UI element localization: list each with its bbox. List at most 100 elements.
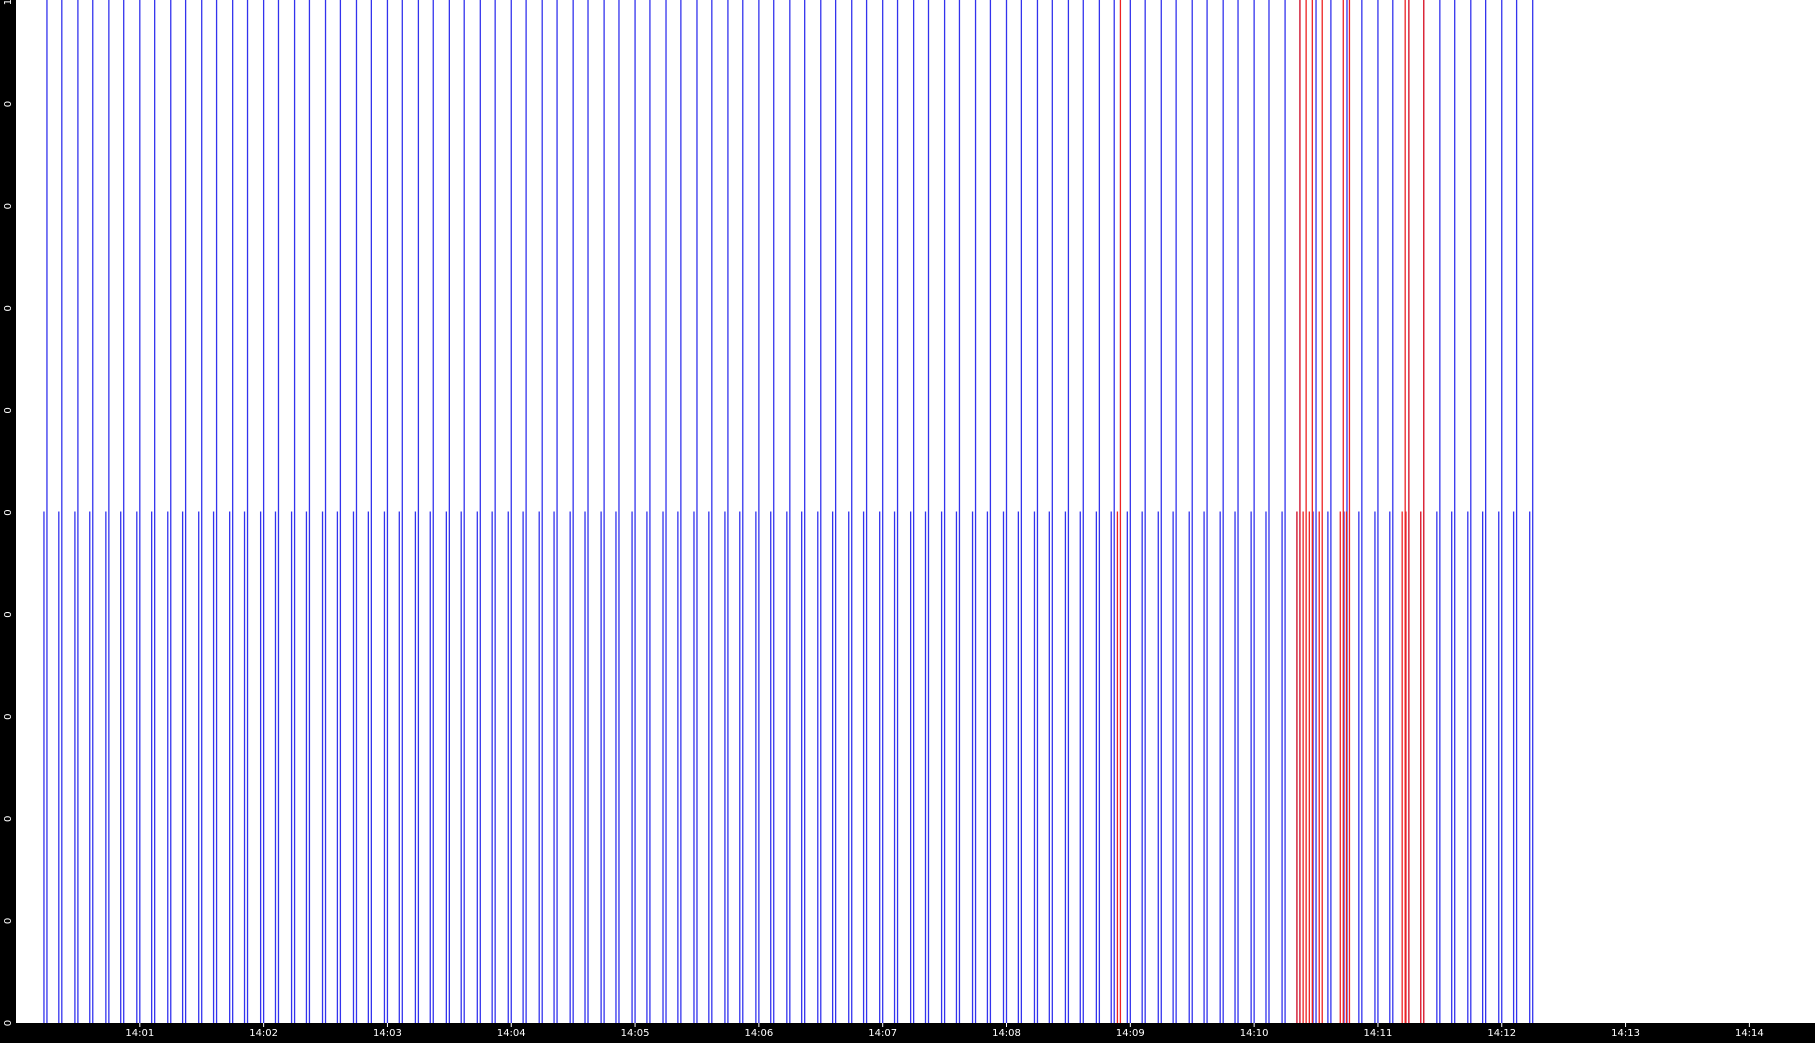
pulse-mark [321,0,327,1023]
pulse-mark [1451,0,1456,1023]
alert-pulse-mark [1401,0,1406,1023]
alert-pulse-mark [1308,0,1313,1023]
pulse-mark [986,0,992,1023]
pulse-mark [831,0,837,1023]
pulse-mark [862,0,868,1023]
pulse-mark [1126,0,1131,1023]
x-tick-label: 14:14 [1735,1028,1764,1039]
pulse-mark [460,0,465,1023]
pulse-mark [708,0,713,1023]
x-tick-label: 14:03 [373,1028,402,1039]
pulse-mark [1095,0,1101,1023]
pulse-mark [615,0,620,1023]
pulse-mark [445,0,450,1023]
pulse-mark [43,0,48,1023]
pulse-mark [58,0,63,1023]
pulse-mark [1389,0,1394,1023]
pulse-mark [724,0,729,1023]
pulse-mark [1250,0,1255,1023]
y-tick-label: 0 [3,101,14,107]
alert-pulse-mark [1318,0,1323,1023]
x-tick-label: 14:12 [1487,1028,1516,1039]
pulse-mark [677,0,682,1023]
pulse-mark [646,0,651,1023]
x-tick-label: 14:02 [249,1028,278,1039]
pulse-mark [136,0,141,1023]
pulse-mark [259,0,265,1023]
pulse-mark [631,0,636,1023]
x-axis: 14:01 14:02 14:03 14:04 14:05 14:06 14:07 14:08… [125,1023,1764,1039]
pulse-mark [383,0,389,1023]
pulse-mark [1048,0,1053,1023]
pulse-mark [1358,0,1363,1023]
x-tick-label: 14:07 [868,1028,897,1039]
pulse-mark [801,0,806,1023]
alert-pulse-mark [1302,0,1307,1023]
pulse-mark [476,0,481,1023]
pulse-mark [1467,0,1472,1023]
pulse-mark [1436,0,1441,1023]
pulse-mark [1203,0,1208,1023]
pulse-mark [1033,0,1039,1023]
pulse-mark [1482,0,1487,1023]
pulse-mark [755,0,760,1023]
pulse-mark [924,0,930,1023]
pulse-mark [290,0,296,1023]
y-tick-label: 1 [3,0,14,5]
pulse-mark [786,0,791,1023]
y-tick-label: 0 [3,1020,14,1026]
pulse-mark [1281,0,1286,1023]
pulse-mark [1265,0,1270,1023]
y-tick-label: 0 [3,305,14,311]
pulse-mark [181,0,187,1023]
pulse-mark [1512,0,1518,1023]
pulse-mark [817,0,822,1023]
alert-pulse-mark [1339,0,1344,1023]
pulse-mark [1002,0,1008,1023]
pulse-mark [848,0,853,1023]
pulse-mark [522,0,527,1023]
pulse-mark [971,0,977,1023]
y-tick-label: 0 [3,509,14,515]
y-tick-label: 0 [3,611,14,617]
pulse-mark [507,0,512,1023]
pulse-mark [1141,0,1146,1023]
pulse-mark [167,0,172,1023]
pulse-mark [940,0,946,1023]
pulse-mark [398,0,403,1023]
pulse-mark [1529,0,1534,1023]
pulse-mark [74,0,79,1023]
alert-pulse-mark [1405,0,1410,1023]
alert-pulse-mark [1296,0,1301,1023]
plot-background [16,0,1815,1023]
pulse-mark [491,0,496,1023]
pulse-mark [909,0,915,1023]
alert-pulse-mark [1345,0,1351,1023]
pulse-mark [569,0,574,1023]
pulse-mark [229,0,234,1023]
pulse-mark [414,0,420,1023]
x-tick-label: 14:10 [1240,1028,1269,1039]
y-tick-label: 0 [3,714,14,720]
pulse-mark [1498,0,1503,1023]
pulse-mark [1017,0,1023,1023]
pulse-mark [538,0,543,1023]
pulse-mark [151,0,156,1023]
pulse-mark [367,0,372,1023]
pulse-mark [879,0,884,1023]
y-tick-label: 0 [3,816,14,822]
pulse-mark [662,0,667,1023]
pulse-mark [274,0,280,1023]
y-tick-label: 0 [3,918,14,924]
alert-pulse-mark [1420,0,1425,1023]
pulse-mark [1157,0,1162,1023]
plot-marks [43,0,1534,1023]
x-tick-label: 14:09 [1116,1028,1145,1039]
pulse-mark [1188,0,1193,1023]
pulse-mark [352,0,358,1023]
x-tick-label: 14:04 [497,1028,526,1039]
pulse-mark [770,0,775,1023]
x-tick-label: 14:13 [1611,1028,1640,1039]
